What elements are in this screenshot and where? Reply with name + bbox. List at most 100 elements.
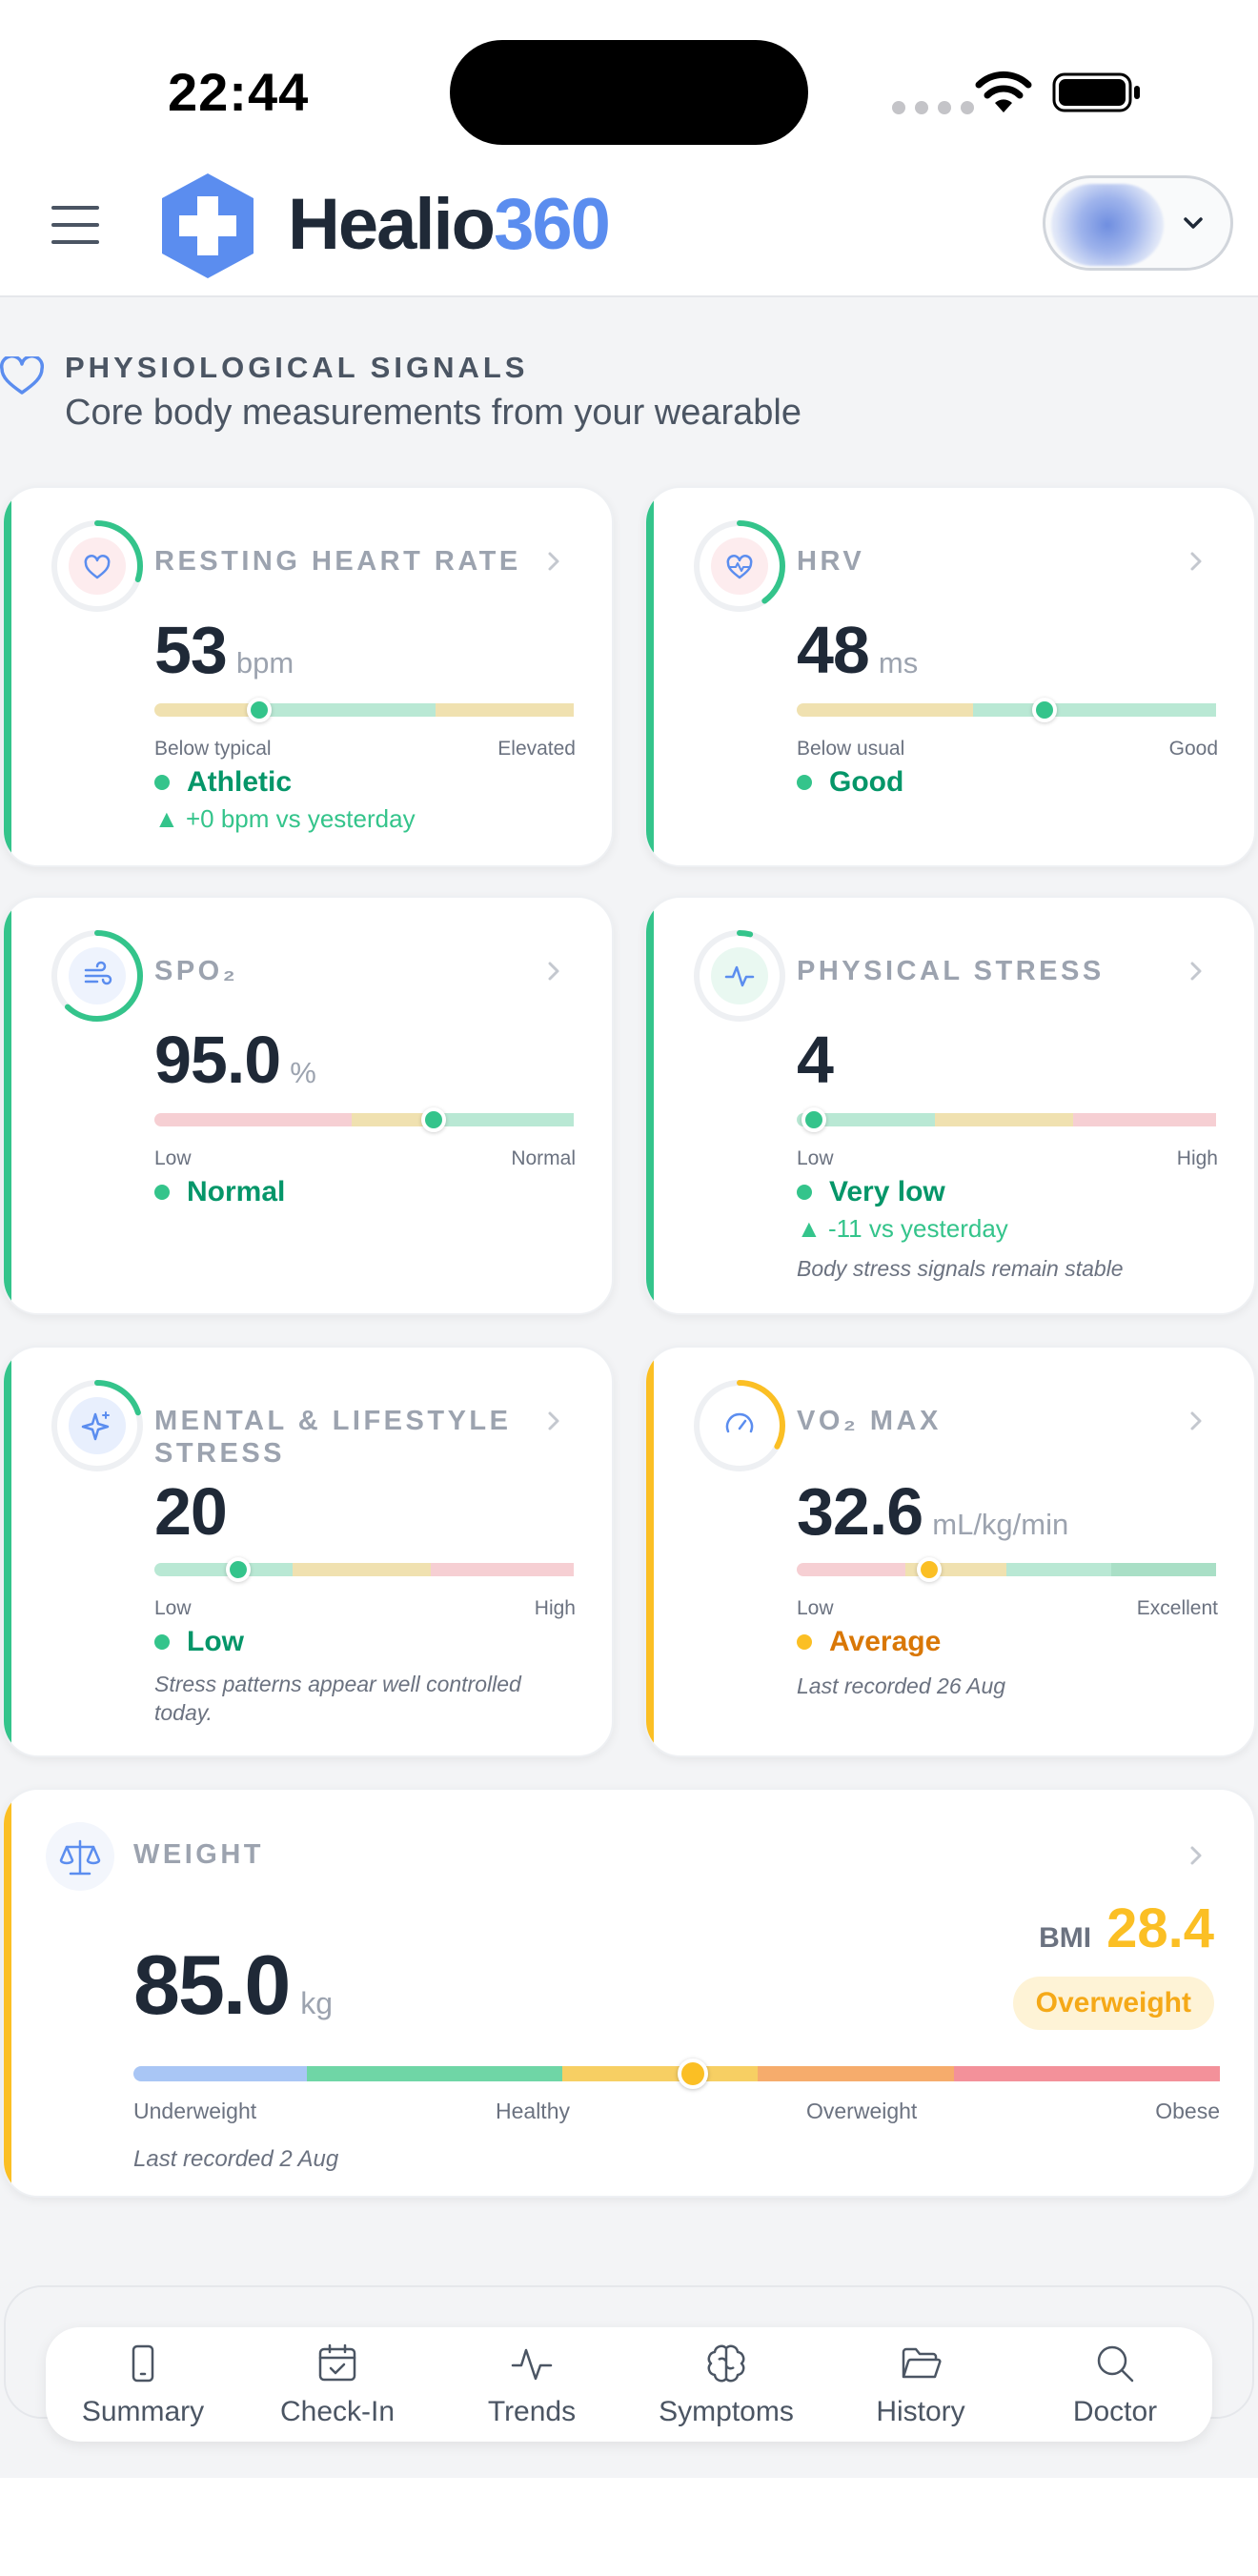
metric-value: 4: [797, 1023, 834, 1097]
chevron-right-icon: [548, 1411, 559, 1430]
nav-history[interactable]: History: [823, 2327, 1018, 2442]
nav-summary[interactable]: Summary: [46, 2327, 240, 2442]
range-marker: [801, 1107, 826, 1132]
status-label: Normal: [154, 1176, 285, 1208]
metric-value: 48 ms: [797, 613, 919, 687]
card-note: Last recorded 2 Aug: [133, 2146, 339, 2172]
brain-icon: [707, 2344, 745, 2383]
bmi-label: BMI: [1039, 1922, 1092, 1954]
scale-icon-wrap: [46, 1822, 114, 1891]
range-labels: Low Excellent: [797, 1597, 1218, 1619]
heart-icon: [51, 520, 143, 612]
chevron-right-icon: [548, 962, 559, 981]
phone-icon: [132, 2344, 154, 2383]
chevron-right-icon: [1190, 1411, 1202, 1430]
range-marker: [916, 1557, 942, 1582]
range-bar: [797, 1107, 1216, 1132]
nav-symptoms[interactable]: Symptoms: [629, 2327, 823, 2442]
app-header: Healio360: [0, 162, 1258, 297]
gauge-icon: [694, 1380, 785, 1471]
folder-open-icon: [902, 2347, 942, 2379]
chevron-down-icon: [1184, 217, 1203, 229]
profile-menu-button[interactable]: [1043, 175, 1233, 271]
avatar: [1051, 184, 1164, 266]
heart-icon: [0, 356, 44, 395]
wind-icon: [51, 930, 143, 1022]
metric-unit: bpm: [235, 646, 294, 679]
logo-cross-icon: [162, 173, 254, 278]
metric-unit: %: [290, 1056, 316, 1089]
heart-pulse-icon: [694, 520, 785, 612]
menu-icon[interactable]: [51, 206, 99, 244]
activity-icon: [694, 930, 785, 1022]
range-bar: [797, 1557, 1216, 1582]
cellular-signal-icon: [892, 101, 974, 114]
delta-text: ▲ +0 bpm vs yesterday: [154, 804, 416, 833]
scale-icon: [59, 1839, 101, 1876]
nav-check-in[interactable]: Check-In: [240, 2327, 435, 2442]
range-marker: [420, 1107, 446, 1132]
card-title: SPO₂: [154, 956, 239, 986]
chevron-right-icon: [1190, 552, 1202, 571]
nav-label: Check-In: [279, 2396, 396, 2427]
activity-icon: [511, 2348, 553, 2381]
range-labels: Low High: [797, 1147, 1218, 1169]
nav-label: Doctor: [1072, 2396, 1158, 2427]
logo-word: Healio: [288, 184, 496, 265]
section-title: PHYSIOLOGICAL SIGNALS: [65, 351, 529, 384]
bmi-readout: BMI 28.4: [1039, 1897, 1214, 1960]
bmi-marker: [678, 2059, 709, 2089]
status-time: 22:44: [168, 62, 310, 122]
range-labels: Below typical Elevated: [154, 738, 576, 760]
bmi-range-labels: Underweight Healthy Overweight Obese: [133, 2099, 1220, 2123]
battery-icon: [1052, 72, 1140, 112]
range-labels: Low Normal: [154, 1147, 576, 1169]
chevron-right-icon: [1190, 962, 1202, 981]
hrv-card[interactable]: HRV 48 ms Below usual Good Good: [644, 486, 1256, 867]
weight-unit: kg: [300, 1986, 334, 2020]
chevron-right-icon: [1190, 1846, 1202, 1865]
nav-label: Summary: [81, 2396, 205, 2427]
card-note: Stress patterns appear well controlled t…: [154, 1672, 521, 1725]
metric-value: 53 bpm: [154, 613, 294, 687]
range-marker: [226, 1557, 251, 1582]
metric-value: 32.6 mL/kg/min: [797, 1474, 1069, 1549]
search-icon: [1097, 2345, 1134, 2383]
nav-label: Trends: [487, 2396, 577, 2427]
bottom-area: [0, 2478, 1258, 2576]
logo-number: 360: [494, 184, 611, 265]
nav-doctor[interactable]: Doctor: [1018, 2327, 1212, 2442]
metric-unit: mL/kg/min: [932, 1508, 1069, 1541]
chevron-right-icon: [548, 552, 559, 571]
status-label: Average: [797, 1626, 941, 1658]
range-bar: [154, 1557, 574, 1582]
metric-unit: ms: [878, 646, 919, 679]
range-bar: [154, 1107, 574, 1132]
bottom-navigation: Summary Check-In Trends Symptoms History…: [46, 2327, 1212, 2442]
card-title: MENTAL & LIFESTYLE STRESS: [154, 1406, 512, 1469]
vo2-max-card[interactable]: VO₂ MAX 32.6 mL/kg/min Low Excellent Avera…: [644, 1346, 1256, 1757]
section-subtitle: Core body measurements from your wearabl…: [65, 393, 802, 433]
range-bar: [797, 698, 1216, 722]
card-title: VO₂ MAX: [797, 1406, 942, 1436]
app-logo: Healio360: [288, 183, 611, 266]
bmi-value: 28.4: [1106, 1897, 1214, 1959]
mental-lifestyle-stress-card[interactable]: MENTAL & LIFESTYLE STRESS 20 Low High Low…: [2, 1346, 614, 1757]
weight-value: 85.0 kg: [133, 1937, 334, 2032]
wifi-icon: [975, 71, 1032, 112]
weight-card[interactable]: WEIGHT 85.0 kg BMI 28.4 Overweight Underw…: [2, 1788, 1256, 2198]
spo2-card[interactable]: SPO₂ 95.0% Low Normal Normal: [2, 896, 614, 1315]
range-bar: [154, 698, 574, 722]
card-title: PHYSICAL STRESS: [797, 956, 1105, 986]
metric-value: 20: [154, 1474, 228, 1549]
nav-label: Symptoms: [659, 2396, 794, 2427]
calendar-check-icon: [318, 2343, 356, 2382]
physical-stress-card[interactable]: PHYSICAL STRESS 4 Low High Very low ▲ -11…: [644, 896, 1256, 1315]
status-bar: 22:44: [0, 0, 1258, 162]
status-label: Low: [154, 1626, 244, 1658]
nav-trends[interactable]: Trends: [435, 2327, 629, 2442]
dynamic-island: [450, 40, 808, 145]
status-label: Very low: [797, 1176, 945, 1208]
range-marker: [1031, 698, 1057, 722]
resting-heart-rate-card[interactable]: RESTING HEART RATE 53 bpm Below typical El…: [2, 486, 614, 867]
